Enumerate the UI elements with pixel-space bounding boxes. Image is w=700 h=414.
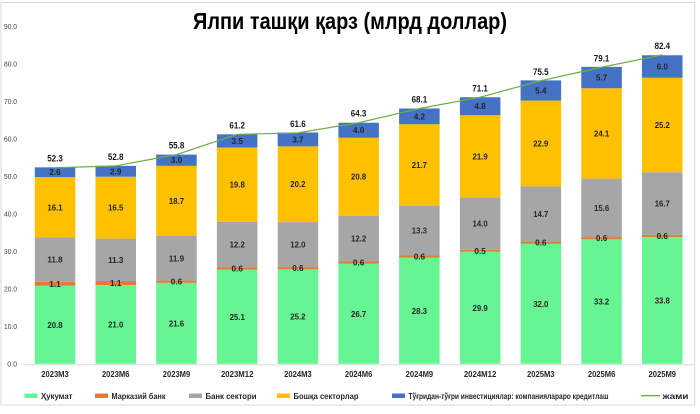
svg-text:Ялпи ташқи қарз (млрд доллар): Ялпи ташқи қарз (млрд доллар) — [193, 8, 507, 34]
svg-text:3.5: 3.5 — [232, 136, 244, 146]
svg-text:25.1: 25.1 — [230, 312, 245, 322]
svg-text:21.9: 21.9 — [473, 151, 488, 161]
svg-text:33.8: 33.8 — [655, 295, 670, 305]
svg-text:0.6: 0.6 — [414, 252, 426, 262]
svg-text:40.0: 40.0 — [4, 209, 17, 218]
svg-text:21.7: 21.7 — [412, 160, 427, 170]
svg-text:21.6: 21.6 — [169, 318, 184, 328]
svg-text:19.8: 19.8 — [230, 180, 245, 190]
svg-text:14.0: 14.0 — [473, 219, 488, 229]
svg-text:0.0: 0.0 — [7, 359, 17, 368]
svg-text:10.0: 10.0 — [4, 322, 17, 331]
svg-text:0.6: 0.6 — [535, 238, 547, 248]
svg-text:11.8: 11.8 — [47, 255, 62, 265]
svg-text:5.7: 5.7 — [596, 73, 608, 83]
svg-text:жами: жами — [661, 391, 688, 401]
svg-text:2023М6: 2023М6 — [102, 369, 130, 379]
svg-text:21.0: 21.0 — [108, 319, 123, 329]
svg-text:29.9: 29.9 — [473, 303, 488, 313]
svg-text:18.7: 18.7 — [169, 196, 184, 206]
svg-text:71.1: 71.1 — [472, 83, 488, 93]
svg-text:1.1: 1.1 — [110, 278, 122, 288]
svg-text:0.6: 0.6 — [232, 264, 244, 274]
svg-text:0.6: 0.6 — [353, 258, 365, 268]
svg-text:50.0: 50.0 — [4, 172, 17, 181]
svg-text:Ҳукумат: Ҳукумат — [41, 391, 73, 401]
svg-text:Тўғридан-тўғри инвестициялар:: Тўғридан-тўғри инвестициялар: компанияла… — [409, 391, 609, 401]
svg-text:90.0: 90.0 — [4, 22, 17, 31]
svg-text:16.7: 16.7 — [655, 199, 670, 209]
svg-text:2.9: 2.9 — [110, 166, 122, 176]
svg-text:12.2: 12.2 — [230, 240, 245, 250]
svg-text:20.8: 20.8 — [351, 172, 366, 182]
svg-text:5.4: 5.4 — [535, 86, 547, 96]
svg-text:20.8: 20.8 — [47, 320, 62, 330]
svg-text:2023М9: 2023М9 — [163, 369, 191, 379]
svg-text:25.2: 25.2 — [290, 312, 305, 322]
svg-text:2025М9: 2025М9 — [649, 369, 677, 379]
svg-text:79.1: 79.1 — [594, 53, 610, 63]
svg-text:25.2: 25.2 — [655, 120, 670, 130]
svg-text:12.0: 12.0 — [290, 240, 305, 250]
svg-text:Банк сектори: Банк сектори — [206, 391, 257, 401]
svg-text:28.3: 28.3 — [412, 306, 427, 316]
svg-text:33.2: 33.2 — [594, 297, 609, 307]
svg-text:4.8: 4.8 — [474, 101, 486, 111]
svg-text:14.7: 14.7 — [533, 209, 548, 219]
svg-text:20.2: 20.2 — [290, 179, 305, 189]
svg-text:52.8: 52.8 — [108, 152, 124, 162]
svg-text:61.2: 61.2 — [229, 120, 245, 130]
svg-text:2024М3: 2024М3 — [284, 369, 312, 379]
svg-text:68.1: 68.1 — [412, 94, 428, 104]
svg-text:52.3: 52.3 — [47, 154, 63, 164]
svg-text:12.2: 12.2 — [351, 234, 366, 244]
svg-text:2023М12: 2023М12 — [221, 369, 254, 379]
svg-text:80.0: 80.0 — [4, 60, 17, 69]
svg-text:64.3: 64.3 — [351, 109, 367, 119]
svg-text:0.6: 0.6 — [171, 277, 183, 287]
svg-text:15.6: 15.6 — [594, 203, 609, 213]
svg-text:16.1: 16.1 — [47, 202, 62, 212]
svg-text:61.6: 61.6 — [290, 119, 306, 129]
svg-text:75.5: 75.5 — [533, 67, 549, 77]
svg-text:2023М3: 2023М3 — [41, 369, 69, 379]
svg-text:4.2: 4.2 — [414, 111, 426, 121]
svg-text:13.3: 13.3 — [412, 226, 427, 236]
svg-text:55.8: 55.8 — [169, 141, 185, 151]
svg-text:2025М3: 2025М3 — [527, 369, 555, 379]
svg-text:0.6: 0.6 — [292, 263, 304, 273]
svg-text:6.0: 6.0 — [657, 62, 669, 72]
svg-text:70.0: 70.0 — [4, 97, 17, 106]
svg-text:60.0: 60.0 — [4, 135, 17, 144]
svg-text:2.6: 2.6 — [49, 167, 61, 177]
svg-text:1.1: 1.1 — [49, 279, 61, 289]
svg-text:22.9: 22.9 — [533, 139, 548, 149]
svg-text:Бошқа секторлар: Бошқа секторлар — [294, 391, 359, 401]
svg-text:0.5: 0.5 — [474, 246, 486, 256]
svg-text:82.4: 82.4 — [655, 41, 671, 51]
svg-text:3.0: 3.0 — [171, 155, 183, 165]
svg-text:3.7: 3.7 — [292, 134, 304, 144]
svg-text:2024М9: 2024М9 — [406, 369, 434, 379]
svg-text:26.7: 26.7 — [351, 309, 366, 319]
svg-text:4.0: 4.0 — [353, 125, 365, 135]
svg-text:24.1: 24.1 — [594, 128, 609, 138]
svg-text:30.0: 30.0 — [4, 247, 17, 256]
svg-text:2025М6: 2025М6 — [588, 369, 616, 379]
svg-text:2024М6: 2024М6 — [345, 369, 373, 379]
svg-text:2024М12: 2024М12 — [464, 369, 497, 379]
svg-text:20.0: 20.0 — [4, 284, 17, 293]
svg-text:11.3: 11.3 — [108, 255, 123, 265]
svg-text:16.5: 16.5 — [108, 203, 123, 213]
svg-text:11.9: 11.9 — [169, 253, 184, 263]
svg-text:Марказий банк: Марказий банк — [112, 391, 167, 401]
svg-text:32.0: 32.0 — [533, 299, 548, 309]
svg-text:0.6: 0.6 — [596, 233, 608, 243]
svg-text:0.6: 0.6 — [657, 231, 669, 241]
